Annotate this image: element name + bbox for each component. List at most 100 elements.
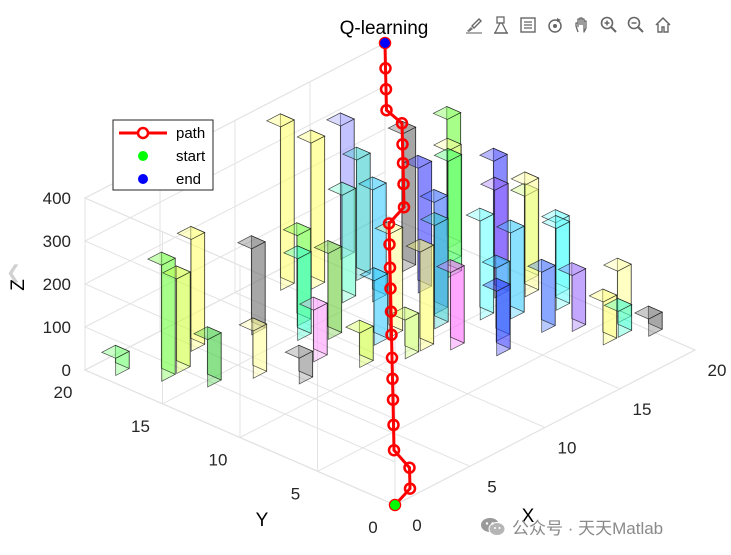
z-tick-label: 300 bbox=[43, 232, 71, 251]
obstacle-bar bbox=[510, 171, 540, 298]
data-tips-icon[interactable] bbox=[489, 12, 513, 38]
legend-icon[interactable] bbox=[516, 12, 540, 38]
path-marker bbox=[403, 482, 417, 495]
legend-swatch-dot bbox=[138, 151, 148, 161]
brush-icon[interactable] bbox=[462, 12, 486, 38]
bar-face-top bbox=[296, 129, 326, 144]
z-tick-label: 200 bbox=[43, 275, 71, 294]
bar-face-top bbox=[284, 344, 314, 359]
path-marker bbox=[395, 117, 409, 130]
obstacle-bar bbox=[284, 344, 314, 385]
legend-label: end bbox=[176, 171, 201, 188]
bar-face-top bbox=[419, 189, 449, 203]
chevron-left-icon[interactable]: ❮ bbox=[6, 262, 22, 282]
path-series bbox=[378, 36, 417, 512]
figure-toolbar bbox=[462, 12, 675, 38]
path-marker bbox=[386, 372, 399, 386]
path-marker bbox=[396, 156, 410, 170]
path-marker bbox=[383, 238, 396, 251]
y-tick-label: 5 bbox=[291, 484, 300, 503]
obstacle-bar bbox=[325, 112, 356, 260]
rotate-icon[interactable] bbox=[543, 12, 567, 38]
x-tick-label: 20 bbox=[708, 361, 727, 380]
x-tick-label: 0 bbox=[412, 516, 421, 535]
obstacle-bar bbox=[176, 225, 206, 352]
path-marker bbox=[382, 217, 396, 230]
obstacle-bar bbox=[603, 297, 633, 338]
grid-line-z bbox=[83, 85, 396, 377]
obstacle-bar bbox=[238, 317, 268, 379]
bar-face-side bbox=[555, 214, 571, 304]
grid-line-z bbox=[83, 171, 396, 463]
obstacle-bar bbox=[403, 154, 433, 294]
obstacle-bar bbox=[327, 181, 357, 304]
path-marker bbox=[385, 328, 398, 341]
obstacle-bar bbox=[481, 277, 512, 357]
obstacle-bar bbox=[433, 147, 463, 279]
obstacle-bars bbox=[100, 105, 664, 388]
obstacle-bar bbox=[432, 105, 462, 250]
zoom-out-icon[interactable] bbox=[624, 12, 648, 38]
chart-title: Q-learning bbox=[340, 18, 429, 39]
zoom-in-icon[interactable] bbox=[597, 12, 621, 38]
obstacle-bar bbox=[344, 319, 375, 369]
obstacle-bar bbox=[633, 305, 664, 337]
bar-face-side bbox=[310, 129, 326, 283]
obstacle-bar bbox=[588, 288, 618, 346]
bar-face-top bbox=[510, 171, 540, 186]
bar-face-top bbox=[588, 288, 618, 303]
obstacle-bar bbox=[479, 176, 510, 299]
bar-face-side bbox=[175, 265, 191, 368]
bar-face-top bbox=[633, 305, 664, 320]
path-marker bbox=[397, 177, 410, 191]
obstacle-bar bbox=[387, 120, 417, 273]
legend-swatch-marker bbox=[136, 126, 150, 140]
bar-face-top bbox=[282, 245, 313, 260]
bar-face-top bbox=[435, 259, 466, 273]
bar-face-top bbox=[602, 257, 633, 272]
path-line bbox=[383, 42, 412, 507]
bar-face-top bbox=[479, 176, 510, 191]
z-tick-label: 100 bbox=[43, 318, 71, 337]
z-tick-label: 0 bbox=[62, 361, 71, 380]
obstacle-bar bbox=[478, 147, 509, 270]
z-axis-label: Z bbox=[8, 279, 29, 291]
obstacle-bar bbox=[341, 146, 372, 282]
grid-line-z bbox=[83, 128, 396, 420]
watermark: 公众号 · 天天Matlab bbox=[480, 514, 663, 539]
obstacle-bar bbox=[359, 267, 389, 346]
end-marker bbox=[380, 38, 390, 48]
bar-face-top bbox=[359, 267, 389, 282]
bar-face-top bbox=[298, 296, 329, 311]
bar-face-top bbox=[557, 262, 587, 276]
bar-face-side bbox=[447, 147, 463, 272]
bar-face-side bbox=[509, 219, 525, 313]
bar-face-top bbox=[541, 215, 571, 229]
path-marker bbox=[387, 443, 401, 457]
bar-face-top bbox=[390, 306, 420, 321]
obstacle-bar bbox=[495, 219, 526, 320]
legend-label: start bbox=[176, 148, 206, 165]
start-marker bbox=[390, 500, 400, 510]
y-tick-label: 20 bbox=[54, 383, 73, 402]
path-marker bbox=[385, 351, 399, 365]
obstacle-bar bbox=[390, 306, 420, 360]
bar-face-top bbox=[481, 277, 512, 292]
bar-face-top bbox=[100, 344, 131, 359]
bar-face-top bbox=[465, 207, 495, 222]
pan-icon[interactable] bbox=[570, 12, 594, 38]
bar-face-top bbox=[432, 106, 462, 120]
x-tick-label: 10 bbox=[558, 439, 577, 458]
path-marker bbox=[383, 261, 397, 274]
home-icon[interactable] bbox=[651, 12, 675, 38]
x-axis-label: X bbox=[522, 506, 535, 527]
bar-face-top bbox=[146, 251, 177, 266]
legend-label: path bbox=[176, 125, 205, 142]
obstacle-bar bbox=[100, 344, 131, 377]
obstacle-bar bbox=[557, 262, 587, 333]
wechat-icon bbox=[481, 517, 506, 536]
bar-face-top bbox=[357, 176, 388, 191]
path-marker bbox=[403, 461, 416, 474]
obstacle-bar bbox=[602, 257, 633, 324]
